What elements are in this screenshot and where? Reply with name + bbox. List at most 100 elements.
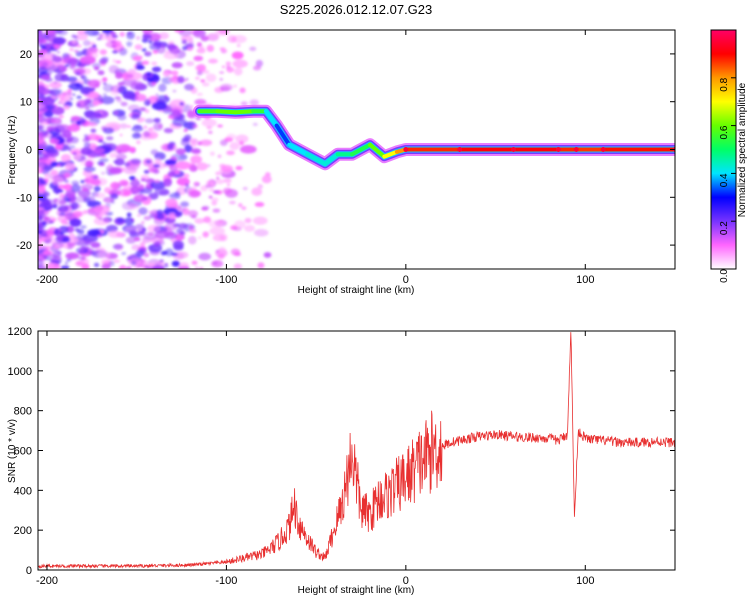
- noise-blob: [38, 229, 48, 237]
- noise-blob: [70, 183, 81, 193]
- noise-blob: [133, 124, 142, 129]
- noise-blob: [128, 230, 138, 236]
- noise-blob: [38, 111, 43, 115]
- noise-blob: [234, 220, 246, 229]
- noise-blob: [254, 201, 265, 207]
- noise-blob: [58, 225, 69, 234]
- noise-blob: [136, 213, 141, 217]
- noise-blob: [71, 180, 80, 186]
- noise-blob: [75, 260, 83, 266]
- noise-blob: [205, 73, 217, 83]
- colorbar-tick-label: 0.2: [719, 221, 730, 235]
- noise-blob: [218, 246, 227, 255]
- noise-blob: [38, 32, 46, 39]
- noise-blob: [131, 260, 137, 266]
- noise-blob: [71, 34, 76, 38]
- ridge-segment: [305, 152, 328, 166]
- noise-blob: [171, 260, 180, 267]
- noise-blob: [71, 202, 79, 210]
- noise-blob: [68, 148, 72, 152]
- spectrogram-ytick-label: -20: [16, 240, 32, 252]
- snr-ytick-label: 200: [14, 525, 32, 537]
- noise-blob: [185, 183, 189, 187]
- noise-blob: [102, 141, 106, 145]
- noise-blob: [170, 106, 182, 114]
- noise-blob: [187, 190, 201, 198]
- noise-blob: [146, 51, 150, 55]
- noise-blob: [99, 33, 103, 38]
- noise-blob: [219, 139, 228, 146]
- noise-blob: [143, 130, 150, 138]
- noise-blob: [257, 184, 263, 190]
- noise-blob: [199, 139, 213, 146]
- noise-blob: [94, 147, 105, 154]
- noise-blob: [38, 259, 44, 268]
- spectrogram-ytick-label: 10: [20, 97, 32, 109]
- noise-blob: [229, 142, 240, 151]
- noise-blob: [109, 152, 118, 158]
- noise-blob: [43, 216, 49, 220]
- noise-blob: [138, 230, 145, 235]
- noise-blob: [42, 235, 57, 245]
- noise-blob: [184, 134, 192, 141]
- ridge-segment: [263, 109, 279, 128]
- noise-blob: [201, 82, 210, 87]
- snr-xlabel: Height of straight line (km): [298, 585, 415, 596]
- noise-blob: [172, 118, 188, 127]
- noise-blob: [97, 70, 105, 76]
- noise-blob: [57, 101, 62, 105]
- noise-blob: [226, 150, 235, 156]
- noise-blob: [83, 166, 96, 173]
- noise-blob: [120, 181, 128, 187]
- noise-blob: [170, 70, 179, 76]
- noise-blob: [150, 95, 159, 101]
- noise-blob: [117, 114, 127, 121]
- noise-blob: [219, 77, 224, 81]
- noise-blob: [72, 93, 76, 96]
- noise-blob: [153, 122, 164, 131]
- noise-blob: [115, 153, 127, 161]
- noise-blob: [87, 79, 101, 88]
- noise-blob: [203, 216, 212, 223]
- colorbar-tick-label: 0.4: [719, 173, 730, 187]
- noise-blob: [153, 169, 160, 174]
- noise-blob: [70, 115, 81, 121]
- noise-blob: [184, 83, 195, 91]
- noise-blob: [201, 118, 217, 128]
- noise-blob: [233, 263, 242, 269]
- noise-blob: [167, 171, 176, 178]
- noise-blob: [126, 71, 143, 81]
- noise-blob: [189, 105, 194, 109]
- noise-blob: [134, 93, 147, 102]
- noise-blob: [147, 224, 161, 233]
- noise-blob: [173, 192, 181, 197]
- noise-blob: [251, 187, 263, 196]
- noise-blob: [98, 58, 108, 65]
- noise-blob: [75, 196, 87, 203]
- noise-blob: [65, 222, 70, 225]
- noise-blob: [208, 195, 213, 199]
- noise-blob: [143, 169, 150, 174]
- noise-blob: [152, 164, 161, 168]
- noise-blob: [81, 257, 86, 261]
- noise-blob: [151, 61, 158, 66]
- noise-blob: [38, 36, 45, 45]
- noise-blob: [75, 33, 88, 41]
- noise-blob: [71, 40, 77, 44]
- noise-blob: [67, 137, 74, 142]
- noise-blob: [55, 143, 63, 150]
- snr-ytick-label: 800: [14, 406, 32, 418]
- noise-blob: [153, 79, 159, 84]
- noise-blob: [54, 125, 66, 133]
- noise-blob: [76, 30, 87, 35]
- noise-blob: [97, 113, 102, 116]
- noise-blob: [99, 49, 107, 55]
- noise-blob: [168, 116, 174, 119]
- noise-blob: [208, 58, 218, 64]
- noise-blob: [53, 197, 67, 206]
- noise-blob: [187, 210, 199, 218]
- noise-blob: [135, 36, 141, 40]
- noise-blob: [249, 99, 259, 106]
- noise-blob: [253, 228, 269, 237]
- noise-blob: [93, 262, 100, 268]
